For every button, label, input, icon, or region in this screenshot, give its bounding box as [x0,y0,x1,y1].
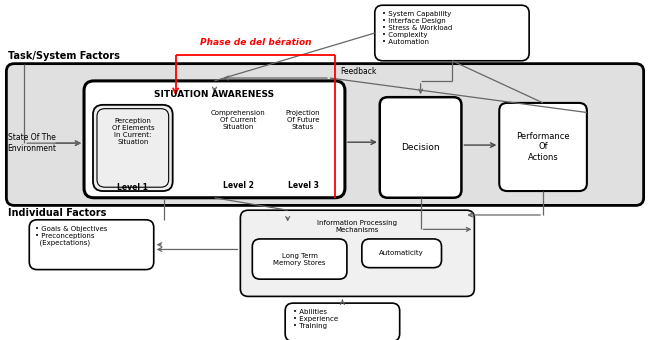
Text: Feedback: Feedback [340,67,376,76]
Text: Performance
Of
Actions: Performance Of Actions [516,132,570,162]
FancyBboxPatch shape [7,64,644,205]
Text: Level 2: Level 2 [223,181,254,189]
Text: Decision: Decision [401,143,440,152]
Text: Phase de del bération: Phase de del bération [200,38,311,47]
FancyBboxPatch shape [380,97,462,198]
FancyBboxPatch shape [362,239,441,268]
FancyBboxPatch shape [93,105,173,191]
Text: Level 1: Level 1 [117,183,148,192]
Text: • Goals & Objectives
• Preconceptions
  (Expectations): • Goals & Objectives • Preconceptions (E… [35,225,107,246]
Text: State Of The
Environment: State Of The Environment [7,134,57,153]
Text: SITUATION AWARENESS: SITUATION AWARENESS [154,90,275,100]
Text: Level 3: Level 3 [288,181,318,189]
FancyBboxPatch shape [285,303,400,340]
FancyBboxPatch shape [97,109,169,187]
Text: Automaticity: Automaticity [380,250,424,256]
Text: Long Term
Memory Stores: Long Term Memory Stores [273,253,326,266]
FancyBboxPatch shape [375,5,529,61]
FancyBboxPatch shape [240,210,475,296]
FancyBboxPatch shape [29,220,154,270]
Text: • System Capability
• Interface Design
• Stress & Workload
• Complexity
• Automa: • System Capability • Interface Design •… [381,11,452,45]
FancyBboxPatch shape [253,239,347,279]
Text: Projection
Of Future
Status: Projection Of Future Status [286,109,320,130]
Text: • Abilities
• Experience
• Training: • Abilities • Experience • Training [293,309,339,329]
Text: Information Processing
Mechanisms: Information Processing Mechanisms [318,220,397,233]
Text: Individual Factors: Individual Factors [8,208,107,218]
Text: Perception
Of Elements
In Current:
Situation: Perception Of Elements In Current: Situa… [111,118,154,145]
FancyBboxPatch shape [84,81,345,198]
Text: Comprehension
Of Current
Situation: Comprehension Of Current Situation [211,109,266,130]
FancyBboxPatch shape [499,103,587,191]
Text: Task/System Factors: Task/System Factors [8,51,120,61]
